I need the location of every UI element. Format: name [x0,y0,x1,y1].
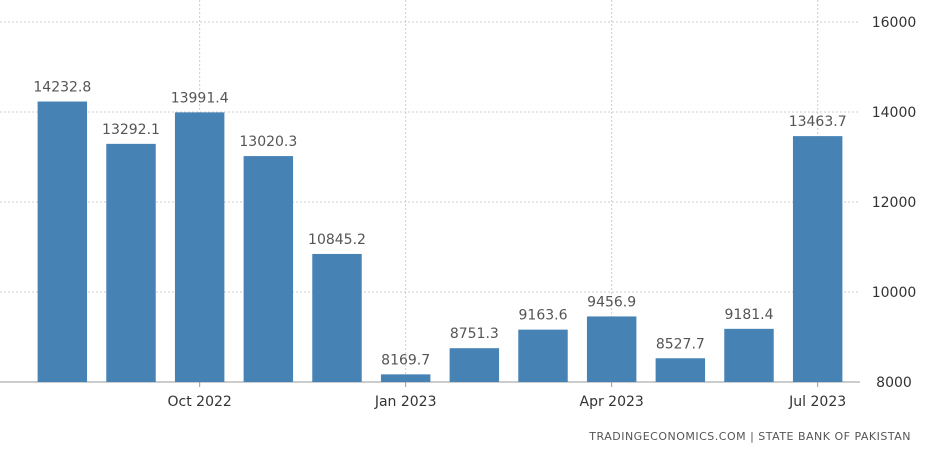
bar-value-label: 13991.4 [171,90,229,106]
bar [724,328,774,382]
bar-value-label: 9163.6 [519,308,568,324]
bar-value-labels: 14232.8 13292.1 13991.4 13020.3 10845.2 8169.… [33,80,846,369]
bar [37,101,88,383]
bar-value-label: 13463.7 [789,114,847,130]
y-tick-label: 14000 [872,105,917,121]
bar-value-label: 8169.7 [381,352,430,368]
y-tick-label: 8000 [876,375,912,391]
bar [380,374,431,382]
x-tick-label: Jan 2023 [374,394,437,410]
bars [37,101,843,383]
bar-value-label: 8527.7 [656,336,705,352]
bar-value-label: 10845.2 [308,232,366,248]
x-tick-label: Apr 2023 [580,394,644,410]
y-tick-label: 12000 [872,195,917,211]
y-axis: 8000 10000 12000 14000 16000 [872,15,917,391]
bar [518,329,568,382]
bar [243,156,294,382]
bar-value-label: 9456.9 [587,294,636,310]
bar-value-label: 13292.1 [102,122,160,138]
bar [792,136,843,382]
bar [449,348,500,382]
bar [655,358,706,382]
y-tick-label: 16000 [872,15,917,31]
x-tick-label: Oct 2022 [168,394,232,410]
bar-value-label: 9181.4 [725,307,774,323]
bar-value-label: 8751.3 [450,326,499,342]
bar [586,316,637,382]
x-tick-label: Jul 2023 [788,394,846,410]
source-text: TRADINGECONOMICS.COM | STATE BANK OF PAK… [589,430,911,443]
bar-value-label: 14232.8 [33,80,91,96]
bar [106,143,156,382]
y-tick-label: 10000 [872,285,917,301]
bar [312,253,362,382]
x-axis: Oct 2022 Jan 2023 Apr 2023 Jul 2023 [168,382,846,410]
bar [174,112,225,383]
bar-value-label: 13020.3 [239,134,297,150]
